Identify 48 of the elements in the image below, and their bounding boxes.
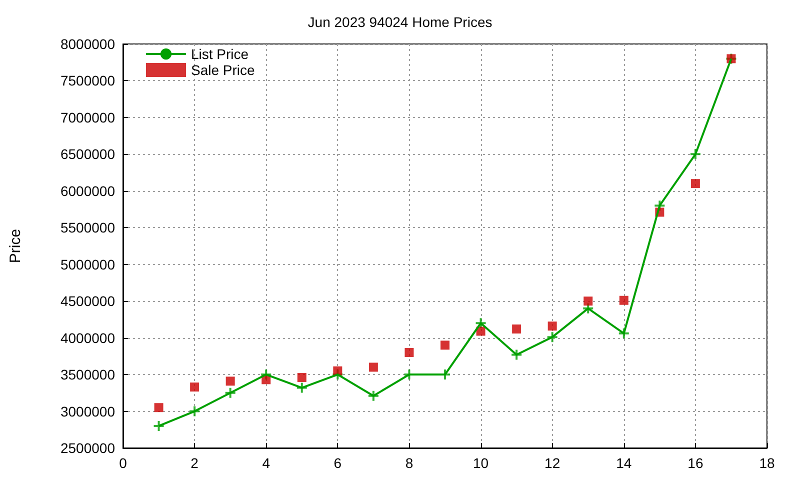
point xyxy=(619,296,628,305)
y-tick-label: 3000000 xyxy=(60,403,116,420)
point xyxy=(404,348,414,358)
point xyxy=(474,317,487,330)
y-tick-label: 7000000 xyxy=(60,109,116,126)
point xyxy=(190,382,200,392)
point xyxy=(368,362,378,372)
y-tick-label: 4500000 xyxy=(60,293,116,310)
point xyxy=(618,327,630,340)
y-tick-label: 8000000 xyxy=(60,36,116,52)
y-axis-title: Price xyxy=(7,228,24,264)
y-tick-label: 2500000 xyxy=(60,440,116,456)
point xyxy=(690,179,700,188)
point xyxy=(297,372,306,382)
y-tick-label: 4000000 xyxy=(60,330,116,346)
x-tick-label: 0 xyxy=(119,455,128,471)
legend-label: List Price xyxy=(191,46,249,62)
y-tick-label: 6500000 xyxy=(60,146,116,162)
y-tick-label: 6000000 xyxy=(60,182,116,199)
point xyxy=(296,382,308,394)
point xyxy=(548,322,557,331)
point xyxy=(546,331,558,344)
point xyxy=(440,340,450,350)
point xyxy=(510,348,523,361)
x-tick-label: 4 xyxy=(262,455,270,471)
point xyxy=(226,376,235,386)
point xyxy=(512,324,522,334)
x-tick-label: 2 xyxy=(190,455,199,471)
point xyxy=(152,420,165,432)
x-tick-label: 18 xyxy=(759,455,775,471)
y-tick-label: 5000000 xyxy=(60,256,116,272)
point xyxy=(154,403,164,412)
point xyxy=(367,390,380,402)
y-tick-label: 5500000 xyxy=(60,220,116,236)
x-tick-label: 10 xyxy=(472,455,489,471)
y-tick-label: 7500000 xyxy=(60,72,116,89)
point xyxy=(689,148,702,160)
x-tick-label: 6 xyxy=(334,455,342,471)
y-tick-label: 3500000 xyxy=(60,366,116,383)
x-tick-label: 8 xyxy=(405,455,414,471)
point xyxy=(224,386,236,399)
x-tick-label: 14 xyxy=(616,455,632,471)
chart-title: Jun 2023 94024 Home Prices xyxy=(308,14,492,30)
x-tick-label: 16 xyxy=(688,455,704,471)
point xyxy=(584,296,593,306)
point xyxy=(188,405,201,418)
x-tick-label: 12 xyxy=(544,455,560,471)
legend-label: Sale Price xyxy=(191,62,256,78)
